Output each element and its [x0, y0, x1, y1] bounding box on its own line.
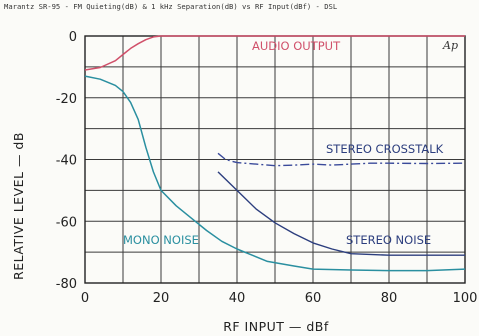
- y-tick-label: -60: [56, 215, 77, 230]
- grid: [84, 35, 466, 284]
- chart-caption: Marantz SR-95 - FM Quieting(dB) & 1 kHz …: [4, 2, 337, 11]
- series-stereo-noise: [217, 171, 465, 256]
- series-stereo-crosstalk: [217, 152, 466, 167]
- label-mono-noise: MONO NOISE: [123, 233, 199, 247]
- x-tick-label: 100: [453, 291, 478, 306]
- series-group: [84, 35, 466, 272]
- y-tick-label: -40: [56, 154, 77, 169]
- series-audio-output: [84, 35, 465, 71]
- x-axis-label: RF INPUT — dBf: [223, 319, 329, 334]
- x-tick-label: 40: [229, 291, 246, 306]
- label-audio-output: AUDIO OUTPUT: [252, 39, 341, 53]
- x-tick-label: 20: [153, 291, 170, 306]
- x-tick-label: 80: [381, 291, 398, 306]
- y-tick-label: -80: [56, 277, 77, 292]
- y-axis-label: RELATIVE LEVEL — dB: [11, 132, 26, 280]
- ap-logo: Ap: [442, 39, 458, 52]
- series-mono-noise: [84, 75, 466, 272]
- label-stereo-noise: STEREO NOISE: [346, 233, 431, 247]
- label-stereo-crosstalk: STEREO CROSSTALK: [326, 142, 444, 156]
- tick-labels: 0 -20 -40 -60 -80 0 20 40 60 80 100: [56, 30, 478, 306]
- y-tick-label: 0: [69, 30, 77, 45]
- x-tick-label: 0: [81, 291, 89, 306]
- y-tick-label: -20: [56, 92, 77, 107]
- x-tick-label: 60: [305, 291, 322, 306]
